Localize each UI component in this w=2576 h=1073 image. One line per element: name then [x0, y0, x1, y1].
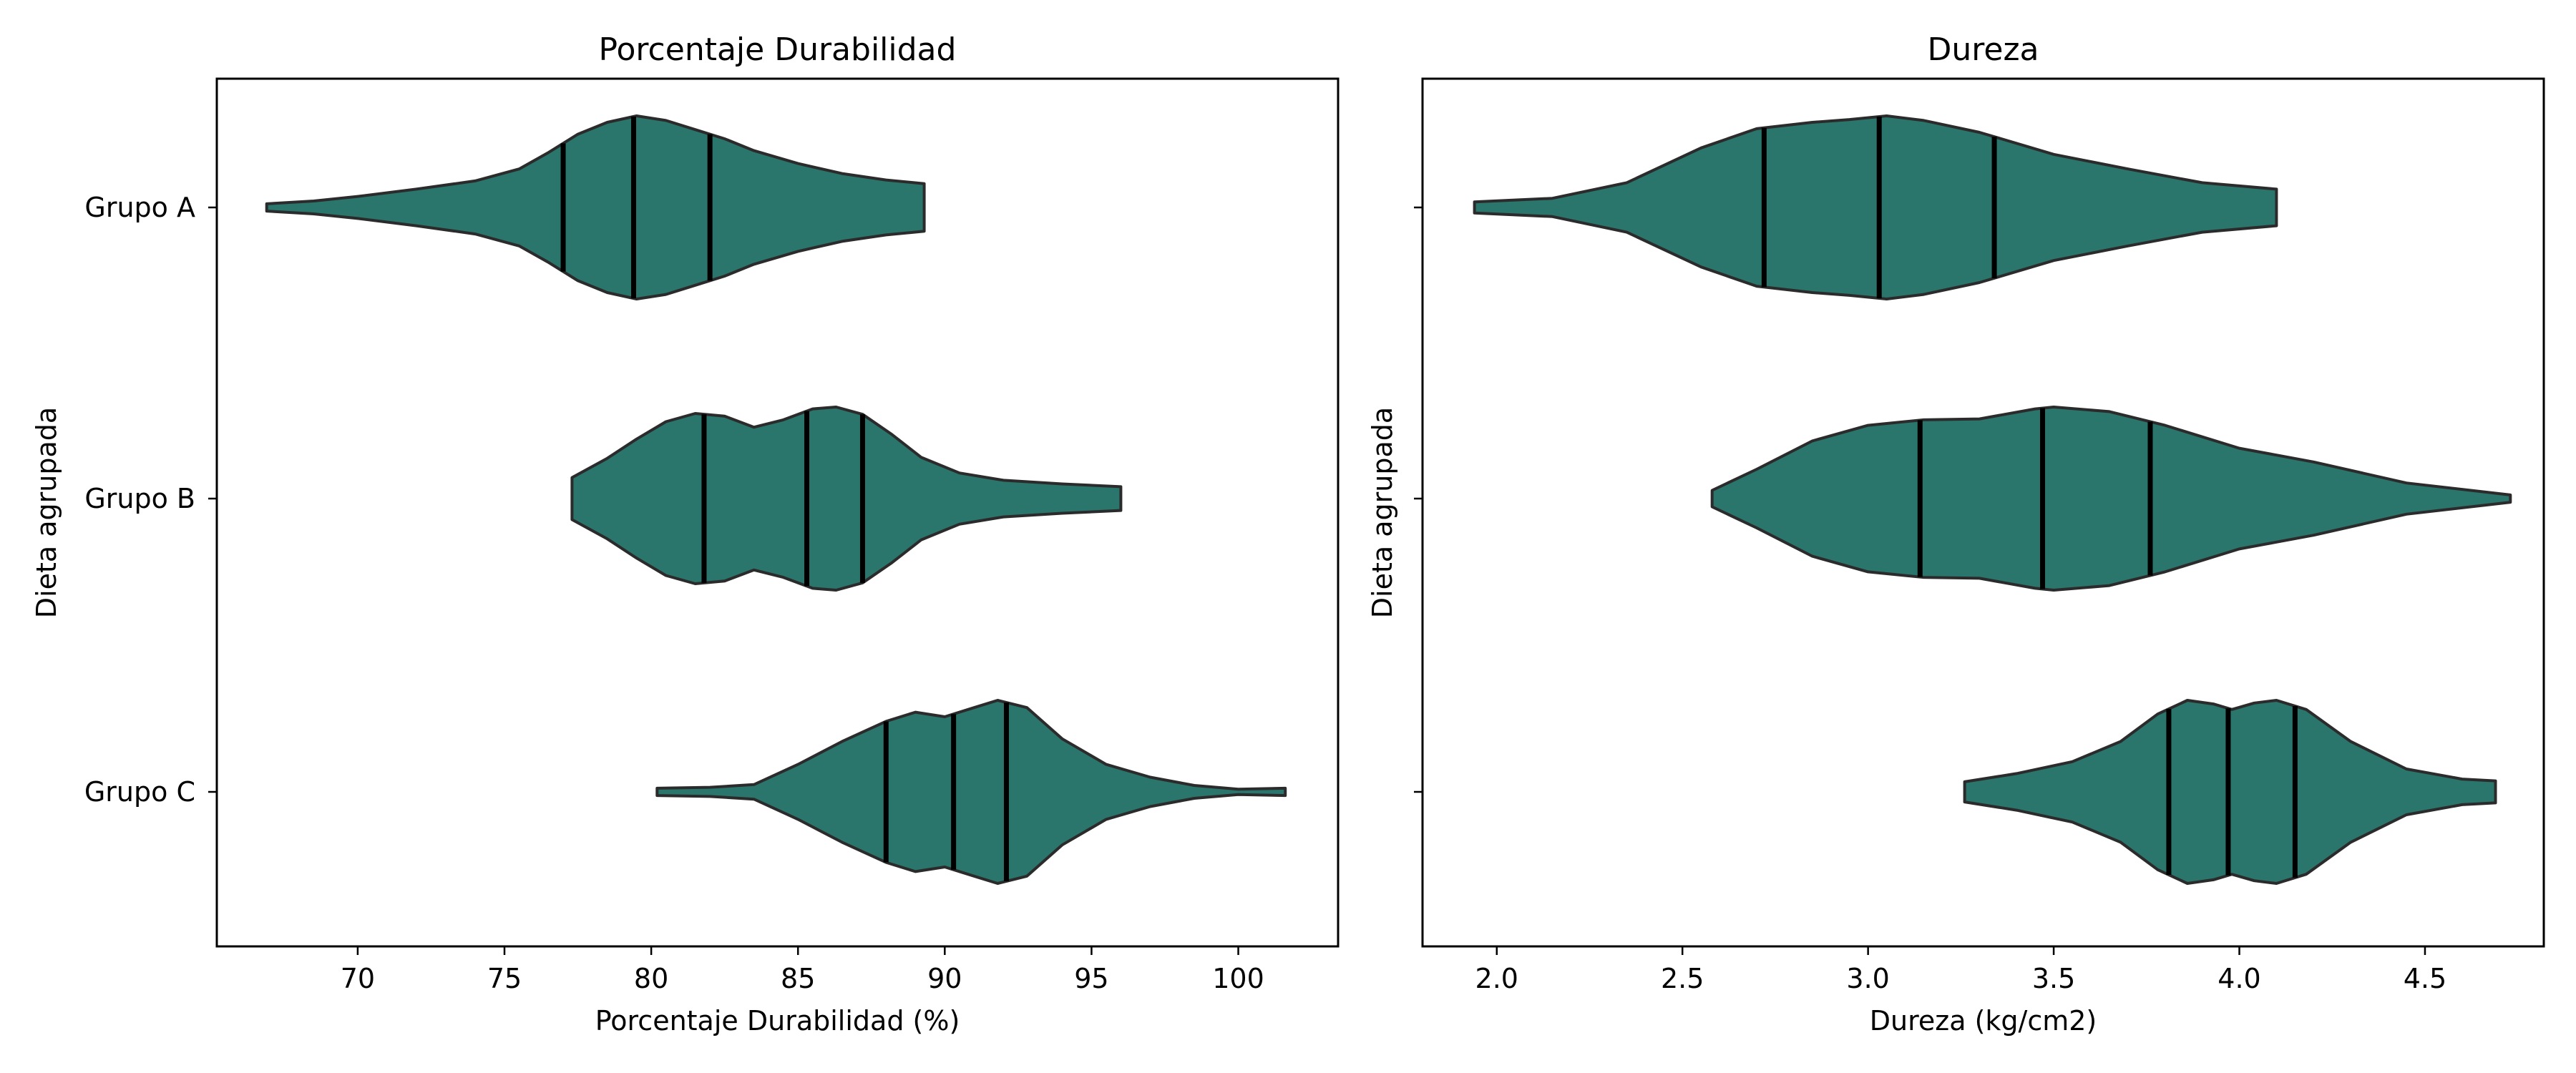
y-tick-label: Grupo C — [84, 776, 195, 808]
axes-frame — [215, 77, 1340, 948]
x-axis-label: Porcentaje Durabilidad (%) — [595, 1005, 960, 1037]
chart-title: Porcentaje Durabilidad — [599, 31, 957, 68]
violin-grupo-c — [655, 699, 1287, 885]
x-tick-label: 3.0 — [1846, 963, 1889, 994]
x-tick-label: 2.5 — [1661, 963, 1704, 994]
x-tick-label: 85 — [781, 963, 815, 994]
violin-grupo-a — [1473, 114, 2278, 300]
y-tick-label: Grupo A — [84, 192, 195, 223]
chart-title: Dureza — [1927, 31, 2039, 68]
y-axis-label: Dieta agrupada — [1367, 407, 1398, 618]
x-tick-label: 70 — [341, 963, 375, 994]
x-tick-label: 100 — [1212, 963, 1264, 994]
x-tick-label: 2.0 — [1475, 963, 1518, 994]
x-axis-label: Dureza (kg/cm2) — [1870, 1005, 2097, 1037]
y-tick-label: Grupo B — [84, 483, 195, 514]
x-tick-label: 4.0 — [2218, 963, 2260, 994]
violin-grupo-b — [570, 406, 1123, 592]
x-tick-label: 95 — [1074, 963, 1108, 994]
violin-grupo-a — [265, 114, 926, 300]
x-tick-label: 90 — [927, 963, 962, 994]
x-tick-label: 75 — [487, 963, 522, 994]
chart-panel-2: 2.0 2.5 3.0 3.5 4.0 4.5 Dureza Dureza (kg/cm2) D… — [1367, 31, 2545, 1037]
x-tick-label: 80 — [634, 963, 668, 994]
axes-frame — [1421, 77, 2545, 948]
x-tick-label: 4.5 — [2404, 963, 2446, 994]
violin-grupo-b — [1710, 406, 2512, 592]
plots-layer: 70 75 80 85 90 95 100 Grupo A Grupo B Grupo C Porc… — [31, 31, 2545, 1037]
y-axis-label: Dieta agrupada — [31, 407, 62, 618]
chart-panel-1: 70 75 80 85 90 95 100 Grupo A Grupo B Grupo C Porc… — [31, 31, 1340, 1037]
x-tick-label: 3.5 — [2032, 963, 2075, 994]
